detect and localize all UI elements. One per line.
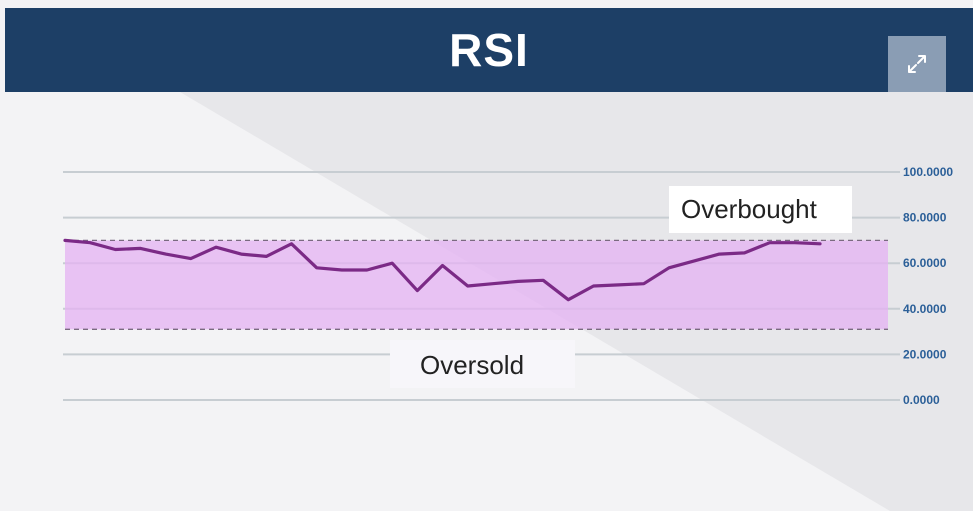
- header-bar: RSI: [5, 8, 973, 92]
- oversold-label: Oversold: [420, 350, 524, 380]
- overbought-label: Overbought: [681, 194, 818, 224]
- y-tick-label: 100.0000: [903, 165, 953, 179]
- page-title: RSI: [449, 24, 529, 76]
- expand-button[interactable]: [888, 36, 946, 92]
- y-tick-label: 60.0000: [903, 256, 947, 270]
- y-tick-label: 20.0000: [903, 347, 947, 361]
- y-axis-ticks: 100.0000 80.0000 60.0000 40.0000 20.0000 0.00…: [903, 165, 953, 407]
- y-tick-label: 0.0000: [903, 393, 940, 407]
- y-tick-label: 80.0000: [903, 211, 947, 225]
- oversold-label-bg: [390, 340, 575, 388]
- y-tick-label: 40.0000: [903, 302, 947, 316]
- overbought-label-bg: [669, 186, 852, 233]
- rsi-series-line: [63, 238, 822, 302]
- expand-icon: [908, 55, 926, 73]
